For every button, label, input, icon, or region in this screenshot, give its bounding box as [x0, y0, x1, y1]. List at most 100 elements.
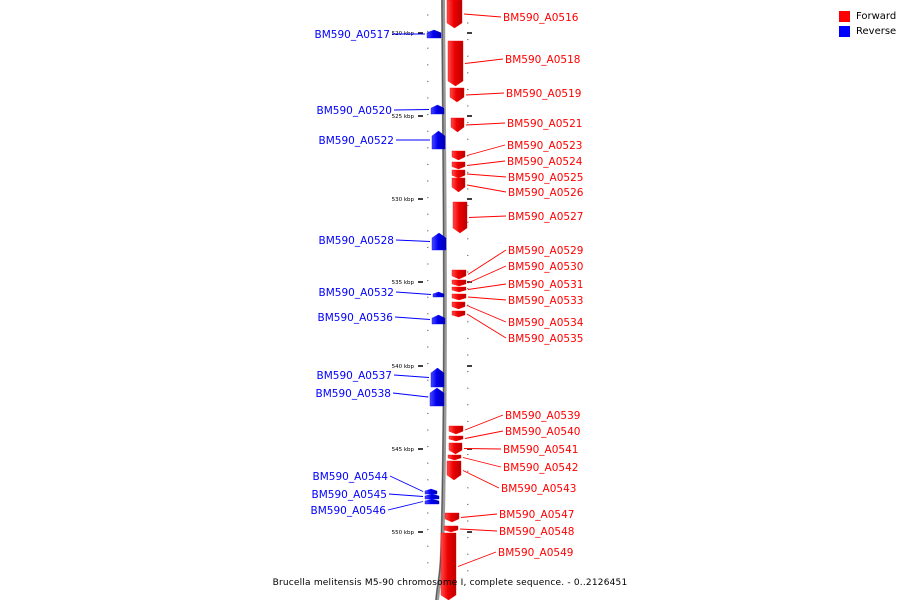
gene-bm590_a0542[interactable]: BM590_A0542 [447, 454, 578, 474]
forward-gene-arrow[interactable] [448, 442, 463, 455]
forward-gene-arrow[interactable] [447, 454, 462, 461]
forward-gene-arrow[interactable] [451, 269, 467, 280]
gene-bm590_a0540[interactable]: BM590_A0540 [448, 426, 580, 442]
gene-bm590_a0522[interactable]: BM590_A0522 [319, 130, 446, 150]
forward-gene-arrow[interactable] [451, 177, 466, 193]
gene-label[interactable]: BM590_A0546 [311, 505, 387, 517]
gene-label[interactable]: BM590_A0516 [503, 12, 579, 24]
gene-label[interactable]: BM590_A0534 [508, 317, 584, 329]
forward-gene-arrow[interactable] [451, 279, 467, 287]
gene-bm590_a0543[interactable]: BM590_A0543 [446, 460, 576, 495]
gene-label[interactable]: BM590_A0536 [318, 312, 394, 324]
gene-bm590_a0546[interactable]: BM590_A0546 [311, 498, 440, 517]
forward-gene-arrow[interactable] [446, 460, 462, 481]
forward-gene-arrow[interactable] [451, 293, 467, 301]
reverse-gene-arrow[interactable] [430, 367, 445, 388]
forward-gene-arrow[interactable] [451, 161, 466, 170]
gene-bm590_a0531[interactable]: BM590_A0531 [451, 279, 583, 293]
gene-label[interactable]: BM590_A0545 [312, 489, 387, 501]
gene-bm590_a0516[interactable]: BM590_A0516 [446, 0, 579, 29]
reverse-gene-arrow[interactable] [430, 104, 445, 115]
gene-bm590_a0539[interactable]: BM590_A0539 [448, 410, 580, 435]
forward-gene-arrow[interactable] [452, 201, 468, 234]
gene-bm590_a0526[interactable]: BM590_A0526 [451, 177, 584, 199]
gene-label[interactable]: BM590_A0537 [317, 370, 392, 382]
reverse-gene-arrow[interactable] [431, 130, 446, 150]
forward-gene-arrow[interactable] [448, 435, 464, 442]
gene-bm590_a0547[interactable]: BM590_A0547 [444, 509, 574, 523]
gene-bm590_a0529[interactable]: BM590_A0529 [451, 245, 583, 280]
reverse-gene-arrow[interactable] [429, 387, 445, 407]
gene-label[interactable]: BM590_A0532 [319, 287, 394, 299]
forward-gene-arrow[interactable] [451, 286, 467, 293]
gene-bm590_a0528[interactable]: BM590_A0528 [319, 232, 447, 251]
gene-label[interactable]: BM590_A0543 [501, 483, 576, 495]
reverse-gene-arrow[interactable] [432, 291, 445, 298]
gene-bm590_a0537[interactable]: BM590_A0537 [317, 367, 445, 388]
gene-label[interactable]: BM590_A0522 [319, 135, 394, 147]
forward-gene-arrow[interactable] [450, 117, 465, 133]
forward-gene-arrow[interactable] [451, 169, 466, 179]
gene-bm590_a0520[interactable]: BM590_A0520 [317, 104, 445, 117]
gene-label[interactable]: BM590_A0527 [508, 211, 583, 223]
gene-bm590_a0534[interactable]: BM590_A0534 [451, 301, 584, 329]
gene-label[interactable]: BM590_A0525 [508, 172, 583, 184]
forward-gene-arrow[interactable] [444, 512, 460, 523]
gene-label[interactable]: BM590_A0544 [313, 471, 389, 483]
gene-bm590_a0530[interactable]: BM590_A0530 [451, 261, 583, 287]
gene-label[interactable]: BM590_A0529 [508, 245, 583, 257]
gene-bm590_a0545[interactable]: BM590_A0545 [312, 489, 440, 501]
reverse-gene-arrow[interactable] [424, 493, 440, 500]
forward-gene-arrow[interactable] [451, 310, 466, 318]
forward-gene-arrow[interactable] [449, 87, 465, 103]
gene-label[interactable]: BM590_A0526 [508, 187, 584, 199]
gene-label[interactable]: BM590_A0517 [315, 29, 390, 41]
reverse-gene-arrow[interactable] [424, 498, 440, 505]
gene-label[interactable]: BM590_A0519 [506, 88, 581, 100]
forward-gene-arrow[interactable] [440, 532, 457, 600]
forward-gene-arrow[interactable] [447, 40, 464, 87]
reverse-gene-arrow[interactable] [426, 29, 442, 39]
gene-bm590_a0548[interactable]: BM590_A0548 [443, 525, 574, 538]
gene-label[interactable]: BM590_A0520 [317, 105, 392, 117]
gene-bm590_a0536[interactable]: BM590_A0536 [318, 312, 446, 325]
gene-bm590_a0527[interactable]: BM590_A0527 [452, 201, 583, 234]
gene-bm590_a0549[interactable]: BM590_A0549 [440, 532, 573, 600]
gene-label[interactable]: BM590_A0548 [499, 526, 574, 538]
gene-label[interactable]: BM590_A0538 [316, 388, 391, 400]
gene-bm590_a0532[interactable]: BM590_A0532 [319, 287, 445, 299]
gene-label[interactable]: BM590_A0541 [503, 444, 578, 456]
gene-label[interactable]: BM590_A0523 [507, 140, 582, 152]
gene-label[interactable]: BM590_A0521 [507, 118, 582, 130]
gene-bm590_a0521[interactable]: BM590_A0521 [450, 117, 582, 133]
gene-bm590_a0519[interactable]: BM590_A0519 [449, 87, 581, 103]
gene-label[interactable]: BM590_A0533 [508, 295, 583, 307]
forward-gene-arrow[interactable] [451, 150, 466, 161]
gene-bm590_a0525[interactable]: BM590_A0525 [451, 169, 583, 184]
gene-bm590_a0544[interactable]: BM590_A0544 [313, 471, 438, 495]
gene-label[interactable]: BM590_A0528 [319, 235, 394, 247]
reverse-gene-arrow[interactable] [431, 232, 447, 251]
gene-label[interactable]: BM590_A0524 [507, 156, 583, 168]
gene-label[interactable]: BM590_A0549 [498, 547, 573, 559]
gene-bm590_a0518[interactable]: BM590_A0518 [447, 40, 580, 87]
gene-bm590_a0524[interactable]: BM590_A0524 [451, 156, 583, 170]
gene-label[interactable]: BM590_A0531 [508, 279, 583, 291]
gene-label[interactable]: BM590_A0547 [499, 509, 574, 521]
gene-label[interactable]: BM590_A0530 [508, 261, 583, 273]
forward-gene-arrow[interactable] [446, 0, 463, 29]
gene-label[interactable]: BM590_A0535 [508, 333, 583, 345]
gene-label[interactable]: BM590_A0518 [505, 54, 580, 66]
gene-bm590_a0541[interactable]: BM590_A0541 [448, 442, 578, 456]
forward-gene-arrow[interactable] [443, 525, 459, 533]
gene-label[interactable]: BM590_A0540 [505, 426, 580, 438]
gene-bm590_a0517[interactable]: BM590_A0517 [315, 29, 442, 41]
gene-label[interactable]: BM590_A0542 [503, 462, 578, 474]
gene-label[interactable]: BM590_A0539 [505, 410, 580, 422]
gene-bm590_a0523[interactable]: BM590_A0523 [451, 140, 582, 161]
gene-bm590_a0533[interactable]: BM590_A0533 [451, 293, 583, 307]
forward-gene-arrow[interactable] [451, 301, 466, 310]
gene-bm590_a0535[interactable]: BM590_A0535 [451, 310, 583, 345]
reverse-gene-arrow[interactable] [424, 488, 438, 495]
reverse-gene-arrow[interactable] [431, 314, 446, 325]
